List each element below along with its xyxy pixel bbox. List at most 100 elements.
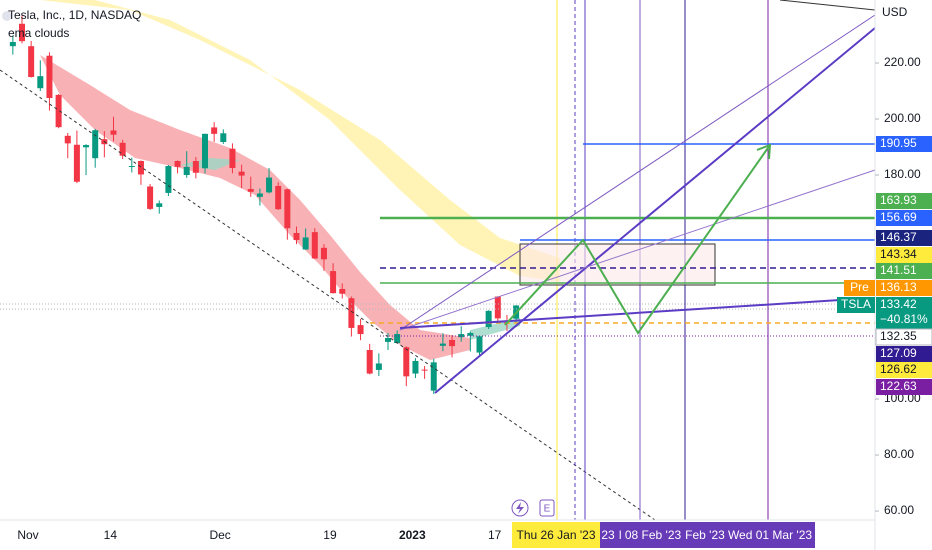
candle-body xyxy=(19,23,25,42)
candle-body xyxy=(320,247,327,260)
price-tag-name-box xyxy=(837,297,875,313)
price-tag xyxy=(876,210,932,226)
x-tick-label: 19 xyxy=(323,528,337,542)
price-tag xyxy=(876,280,932,296)
x-tick-label: 17 xyxy=(488,528,502,542)
candle-body xyxy=(156,203,163,207)
axes: Nov 14 Dec 19 2023 17220.00200.00180.00100.00… xyxy=(17,55,932,548)
candle-body xyxy=(339,288,346,294)
candle-body xyxy=(165,166,172,193)
path-arrow xyxy=(504,144,771,335)
event-icon[interactable] xyxy=(511,499,529,517)
price-tag xyxy=(876,193,932,209)
trend-line xyxy=(779,0,876,11)
candle-body xyxy=(494,296,501,319)
price-tag-name: TSLA xyxy=(841,297,871,311)
time-label: l 08 Feb '23 xyxy=(619,528,682,542)
price-tag-value: 133.42 xyxy=(880,297,917,311)
candle-body xyxy=(330,271,337,294)
price-tag xyxy=(876,136,932,152)
price-tag-value: 190.95 xyxy=(880,136,917,150)
price-tag-value: 163.93 xyxy=(880,193,917,207)
price-tag-value: 156.69 xyxy=(880,210,917,224)
candle-body xyxy=(147,186,154,209)
candle-body xyxy=(37,76,44,89)
candle-body xyxy=(275,185,282,210)
price-tag-value: 141.51 xyxy=(880,263,917,277)
trend-line xyxy=(0,69,656,521)
candle-body xyxy=(266,177,273,193)
x-tick-label: Dec xyxy=(209,528,230,542)
candle-body xyxy=(403,347,410,377)
price-tag-change: −40.81% xyxy=(880,312,928,326)
price-tag xyxy=(875,328,932,346)
candle-body xyxy=(110,130,117,135)
drawings xyxy=(0,0,876,521)
price-tag xyxy=(876,230,932,246)
candle-body xyxy=(375,363,382,370)
x-tick-label: Nov xyxy=(17,528,38,542)
candle-body xyxy=(247,189,254,192)
trend-line xyxy=(399,299,841,329)
candle-body xyxy=(357,325,364,335)
indicator-name: ema clouds xyxy=(8,26,69,40)
price-tag-name-box xyxy=(844,280,875,296)
y-tick-label: 80.00 xyxy=(884,447,914,461)
candle-body xyxy=(421,369,428,371)
candle-body xyxy=(449,339,456,347)
candle-body xyxy=(174,161,181,167)
candle-body xyxy=(92,130,99,159)
candle-body xyxy=(137,161,144,175)
candle-body xyxy=(256,193,263,197)
candle-body xyxy=(9,42,16,47)
candle-body xyxy=(284,189,291,229)
chart-title: Tesla, Inc., 1D, NASDAQ xyxy=(8,8,141,22)
y-tick-label: 220.00 xyxy=(884,55,921,69)
price-tag xyxy=(876,379,932,395)
price-tag-value: 143.34 xyxy=(880,247,917,261)
price-tag-value: 146.37 xyxy=(880,230,917,244)
trend-line xyxy=(399,169,876,331)
price-unit: USD xyxy=(882,5,908,19)
x-tick-label: 14 xyxy=(104,528,118,542)
price-tag-name: Pre xyxy=(850,280,869,294)
candle-body xyxy=(64,135,71,144)
candle-body xyxy=(229,148,236,169)
ema-cloud-slow xyxy=(40,0,560,282)
candle-body xyxy=(412,360,419,374)
candle-body xyxy=(183,166,190,176)
candles xyxy=(9,15,520,394)
price-tag xyxy=(876,297,932,329)
price-tag xyxy=(876,346,932,362)
time-label: Feb '23 xyxy=(685,528,725,542)
x-tick-label: 2023 xyxy=(399,528,426,542)
candle-body xyxy=(302,237,309,250)
candle-body xyxy=(73,144,80,182)
y-tick-label: 200.00 xyxy=(884,111,921,125)
candle-body xyxy=(366,350,373,374)
earnings-icon[interactable] xyxy=(539,499,555,517)
candle-body xyxy=(28,46,35,78)
candle-body xyxy=(55,94,62,128)
price-tag-value: 132.35 xyxy=(880,329,917,343)
candle-body xyxy=(192,161,199,173)
candle-body xyxy=(394,334,401,344)
price-tag-value: 127.09 xyxy=(880,346,917,360)
price-tag xyxy=(876,247,932,263)
candle-body xyxy=(439,343,446,346)
candle-body xyxy=(202,133,208,169)
candle-body xyxy=(430,362,437,391)
channel-line xyxy=(399,14,876,331)
price-tag xyxy=(876,362,932,378)
earnings-icon-text: E xyxy=(544,504,551,515)
candle-body xyxy=(83,145,90,148)
price-tag xyxy=(876,263,932,279)
symbol-icon xyxy=(2,11,12,21)
candle-body xyxy=(238,171,245,176)
candle-body xyxy=(311,232,318,259)
candle-body xyxy=(119,142,126,156)
time-label: Thu 26 Jan '23 xyxy=(516,528,595,542)
candle-body xyxy=(467,332,474,336)
